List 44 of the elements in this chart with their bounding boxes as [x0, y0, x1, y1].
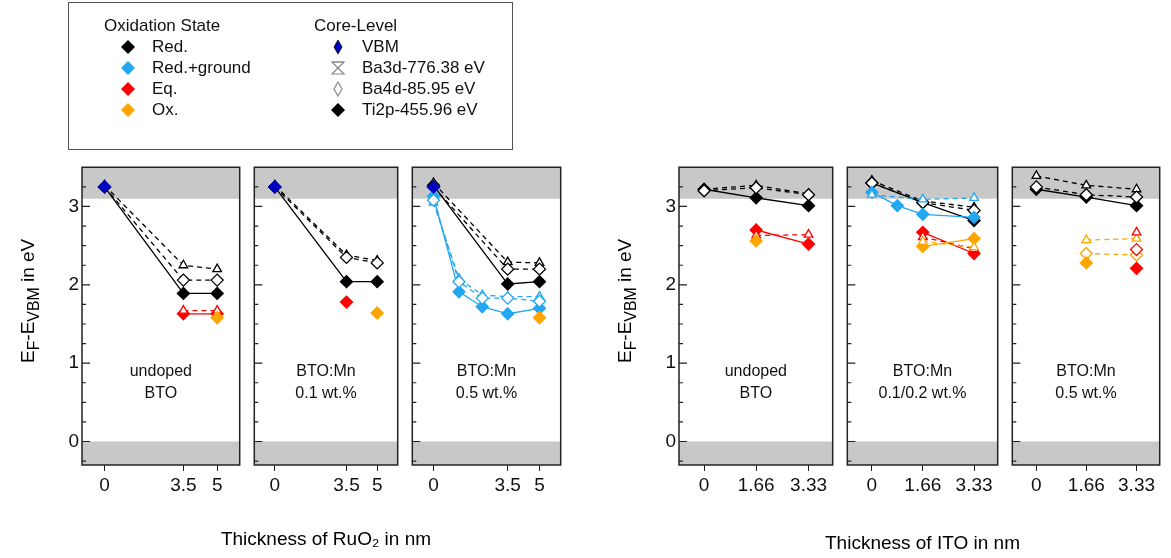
x-tick-label: 1.66	[1067, 473, 1105, 495]
text: Ba3d-776.38 eV	[362, 57, 485, 78]
x-tick-label: 3.33	[955, 473, 993, 495]
x-tick-label: 0	[99, 473, 110, 495]
x-tick-label: 5	[211, 473, 223, 495]
annotation: BTO:Mn 0.1/0.2 wt.%	[878, 361, 967, 401]
text: Ti2p-455.96 eV	[362, 99, 478, 120]
text: Ox.	[152, 99, 179, 120]
y-tick-label: 3	[68, 194, 79, 216]
x-tick-label: 0	[698, 473, 710, 495]
text: Red.	[152, 36, 188, 57]
annotation: undoped BTO	[129, 361, 192, 401]
y-tick-label: 2	[68, 273, 79, 295]
x-tick-label: 3.33	[1118, 473, 1156, 495]
x-tick-label: 0	[269, 473, 281, 495]
text: Red.+ground	[152, 57, 251, 78]
x-axis-title: Thickness of ITO in nm	[824, 532, 1021, 554]
annotation: BTO:Mn 0.5 wt.%	[1055, 361, 1117, 401]
x-tick-label: 0	[866, 473, 878, 495]
text: Ba4d-85.95 eV	[362, 78, 476, 99]
annotation: undoped BTO	[724, 361, 787, 401]
x-tick-label: 3.5	[333, 473, 360, 495]
x-tick-label: 1.66	[737, 473, 775, 495]
x-tick-label: 0	[428, 473, 439, 495]
x-tick-label: 0	[1031, 473, 1042, 495]
x-tick-label: 3.5	[170, 473, 197, 495]
x-tick-label: 5	[534, 473, 545, 495]
x-tick-label: 3.5	[494, 473, 521, 495]
x-axis-title: Thickness of RuO₂ in nm	[219, 528, 433, 550]
y-tick-label: 1	[68, 351, 79, 373]
y-tick-label: 3	[665, 194, 676, 216]
y-tick-label: 2	[665, 273, 676, 295]
y-tick-label: 0	[68, 429, 79, 451]
x-tick-label: 3.33	[790, 473, 828, 495]
x-tick-label: 5	[371, 473, 383, 495]
text: Oxidation State	[104, 15, 221, 36]
annotation: BTO:Mn 0.1 wt.%	[295, 361, 357, 401]
y-tick-label: 1	[665, 351, 676, 373]
text: VBM	[362, 36, 399, 57]
text: Eq.	[152, 78, 178, 99]
x-tick-label: 1.66	[904, 473, 942, 495]
text: Core-Level	[314, 15, 398, 36]
y-tick-label: 0	[665, 429, 676, 451]
annotation: BTO:Mn 0.5 wt.%	[455, 361, 518, 401]
